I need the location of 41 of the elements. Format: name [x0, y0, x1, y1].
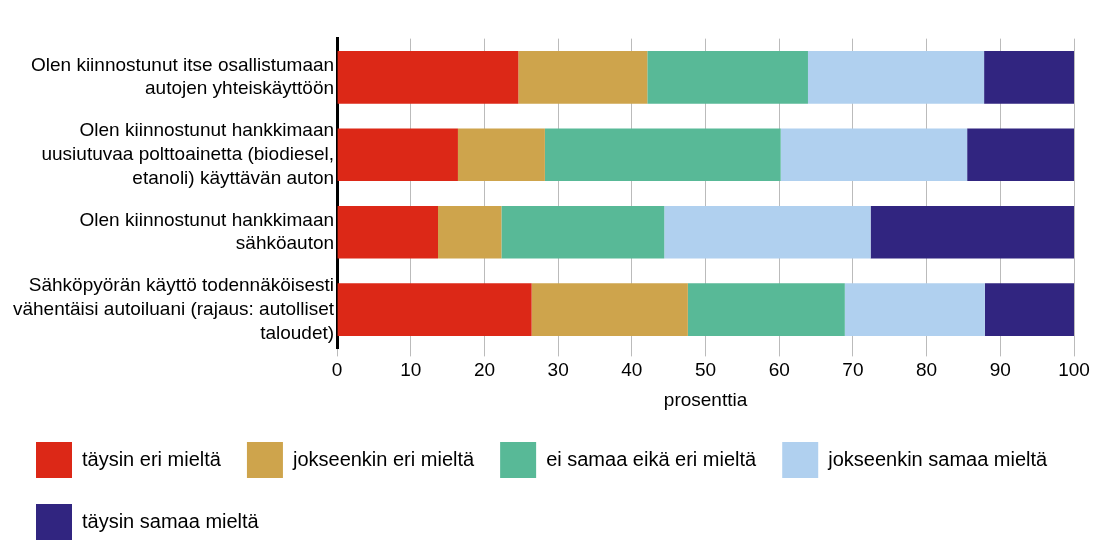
bar [780, 128, 968, 182]
bar [457, 128, 545, 182]
x-tick-label: 0 [331, 359, 343, 381]
y-tick-label: Olen kiinnostunut hankkimaan uusiutuvaa polttoainetta (biodiesel, etanoli) käyttävän auton [41, 119, 335, 188]
bar [870, 205, 1074, 259]
x-tick-label: 40 [621, 359, 643, 381]
bar [807, 51, 985, 104]
bar [337, 283, 532, 337]
bar [967, 128, 1074, 182]
bar [664, 205, 871, 259]
bar [518, 51, 648, 104]
bar [984, 51, 1074, 104]
x-tick-label: 20 [473, 359, 496, 381]
y-tick-label: Olen kiinnostunut itse osallistumaan autojen yhteiskäyttöön [30, 53, 335, 99]
bar [687, 283, 845, 337]
bar [531, 283, 688, 337]
bar [984, 283, 1074, 337]
x-tick-label: 60 [768, 359, 790, 381]
bar [438, 205, 502, 259]
x-tick-label: 50 [694, 359, 717, 381]
x-tick-label: 90 [989, 359, 1011, 381]
x-tick-label: 30 [547, 359, 569, 381]
bar [544, 128, 781, 182]
bar [501, 205, 665, 259]
bar [337, 128, 458, 182]
y-tick-label: Olen kiinnostunut hankkimaan sähköauton [79, 208, 335, 254]
legend-label: jokseenkin samaa mieltä [827, 447, 1049, 470]
y-tick-label: Sähköpyörän käyttö todennäköisesti vähentäisi autoiluani (rajaus: autolliset taloudet) [12, 274, 335, 343]
x-tick-label: 100 [1058, 359, 1090, 381]
x-axis-title: prosenttia [663, 388, 748, 410]
legend-label: täysin eri mieltä [82, 447, 222, 470]
x-tick-label: 10 [400, 359, 422, 381]
x-tick-label: 70 [842, 359, 864, 381]
x-tick-label: 80 [916, 359, 938, 381]
legend-label: jokseenkin eri mieltä [291, 447, 475, 470]
bar [647, 51, 808, 104]
legend-label: täysin samaa mieltä [82, 509, 260, 532]
bar [337, 51, 519, 104]
bar [844, 283, 985, 337]
bar [337, 205, 439, 259]
legend-label: ei samaa eikä eri mieltä [546, 447, 758, 470]
